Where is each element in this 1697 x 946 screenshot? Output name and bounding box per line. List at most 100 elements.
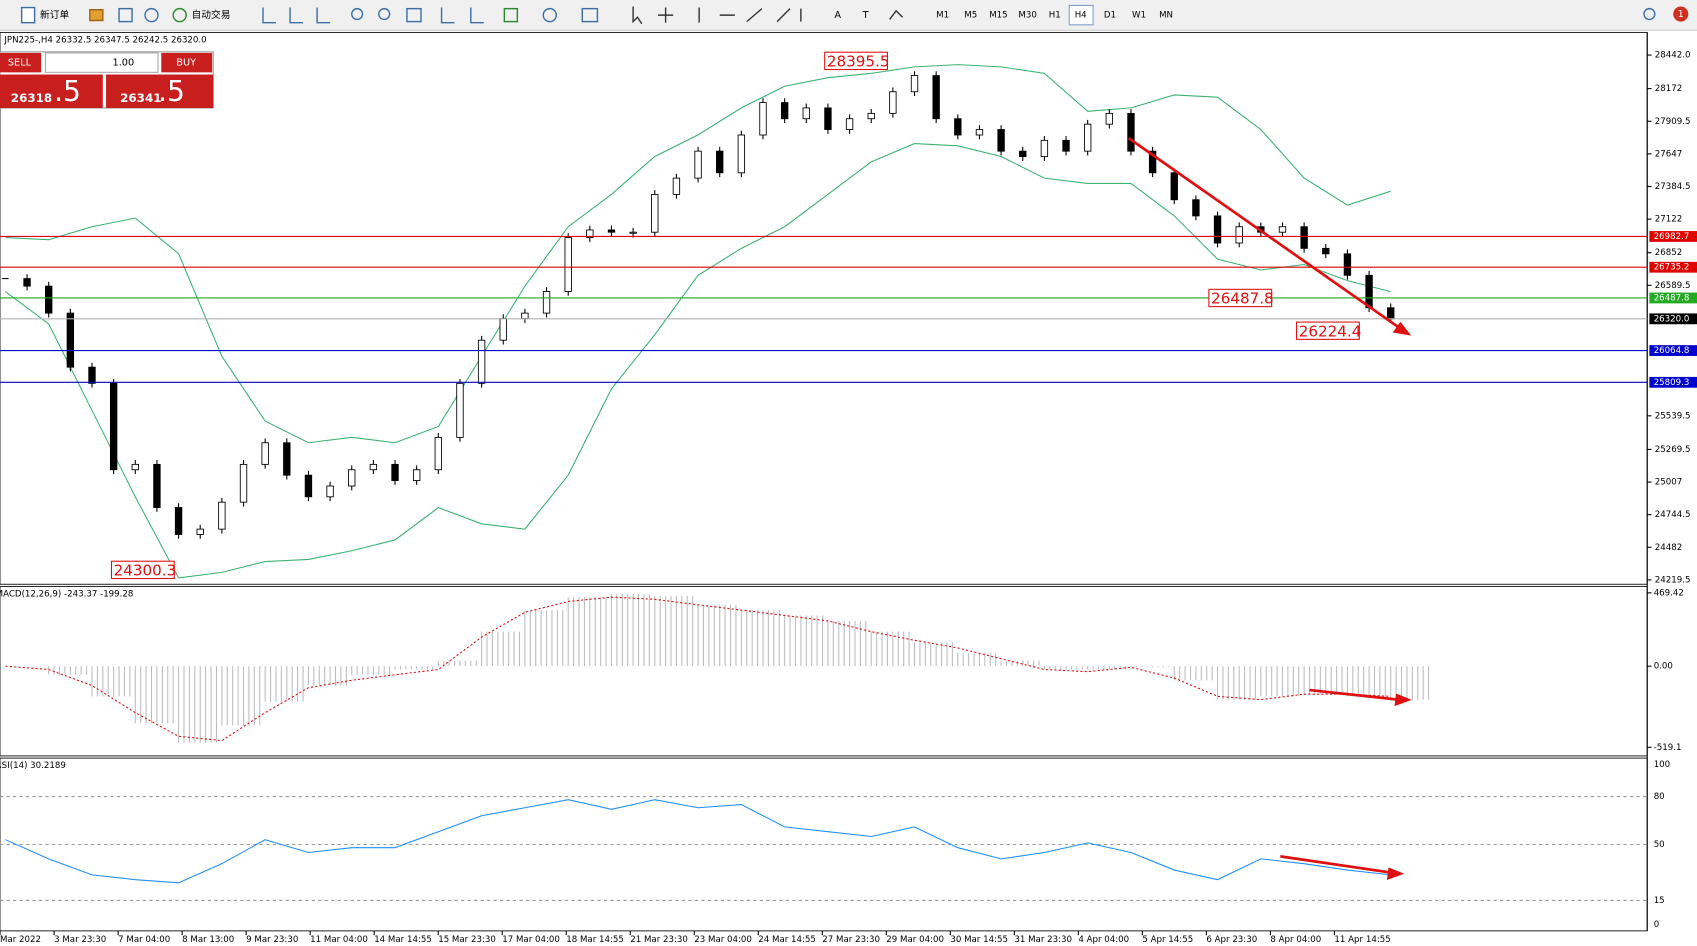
timeframe[interactable]: H4 [1075, 11, 1087, 21]
buy-label[interactable]: BUY [176, 58, 196, 69]
timeframes: M1 M5 M15 M30 H1 H4 D1 W1 MN [936, 11, 1173, 21]
x-tick-label: 4 Apr 04:00 [1078, 935, 1129, 945]
candle [1213, 215, 1222, 244]
buy-price[interactable]: 26341 [120, 91, 161, 105]
price-annotation: 26487.8 [1211, 290, 1274, 308]
bollinger-upper [5, 64, 1391, 444]
x-tick-label: 8 Mar 13:00 [182, 935, 234, 945]
timeframe[interactable]: M5 [964, 11, 977, 21]
icon[interactable] [351, 7, 364, 21]
candle [23, 278, 31, 287]
lot-value[interactable]: 1.00 [113, 58, 135, 69]
candle [954, 118, 962, 136]
price-level-label: 26487.8 [1654, 293, 1690, 303]
buy-button[interactable] [161, 52, 213, 73]
y-tick-label: -519.1 [1654, 743, 1682, 753]
label-tool[interactable]: T [862, 10, 869, 21]
timeframe[interactable]: MN [1159, 11, 1173, 21]
icon[interactable] [581, 7, 599, 23]
buy-price-fraction[interactable]: .5 [158, 75, 185, 108]
icon[interactable] [172, 7, 187, 23]
price-level-label: 26064.8 [1654, 346, 1690, 356]
sell-price[interactable]: 26318 [11, 91, 52, 105]
candle [1019, 150, 1027, 158]
candle [1105, 112, 1114, 125]
icon[interactable] [440, 7, 484, 24]
trend-arrow [1309, 688, 1400, 702]
icon[interactable] [632, 6, 802, 25]
timeframe[interactable]: M15 [989, 11, 1007, 21]
text-tool[interactable]: A [834, 10, 841, 21]
icon[interactable] [89, 9, 104, 22]
buy-price-box[interactable] [106, 74, 214, 108]
candle [477, 339, 486, 384]
icon[interactable] [118, 7, 133, 23]
new-order[interactable]: 新订单 [40, 8, 69, 21]
candle [1192, 199, 1200, 217]
candle [304, 474, 313, 498]
candle [1300, 226, 1308, 249]
y-tick-label: 26852 [1655, 248, 1682, 258]
sell-button[interactable] [0, 52, 42, 73]
indicator-title: RSI(14) 30.2189 [0, 761, 66, 771]
candle [845, 118, 854, 130]
candle [412, 469, 421, 481]
icon[interactable] [406, 7, 422, 23]
x-tick-label: 18 Mar 14:55 [566, 935, 624, 945]
candle [499, 318, 507, 341]
x-tick-label: 6 Apr 23:30 [1206, 935, 1257, 945]
icon[interactable] [889, 9, 904, 20]
lot-input[interactable] [44, 52, 159, 73]
x-tick-label: 11 Apr 14:55 [1334, 935, 1390, 945]
timeframe[interactable]: M1 [936, 11, 949, 21]
candle [802, 107, 810, 120]
candle [737, 134, 746, 174]
y-tick-label: 469.42 [1654, 588, 1684, 598]
icon[interactable] [503, 7, 519, 23]
sell-label[interactable]: SELL [8, 58, 32, 69]
icon[interactable] [20, 6, 36, 24]
icon[interactable] [542, 7, 557, 23]
y-tick-label: 0.00 [1654, 662, 1673, 672]
x-tick-label: 17 Mar 04:00 [502, 935, 560, 945]
icon[interactable] [1643, 7, 1656, 21]
timeframe[interactable]: W1 [1132, 11, 1146, 21]
x-tick-label: 23 Mar 04:00 [694, 935, 752, 945]
sell-price-box[interactable] [0, 74, 103, 108]
candle [867, 112, 875, 120]
price-annotation: 24300.3 [114, 561, 177, 579]
price-level-tag [1649, 376, 1697, 388]
candle [564, 237, 572, 292]
timeframe[interactable]: M30 [1018, 11, 1036, 21]
price-level-tag [1649, 292, 1697, 304]
indicator-title: MACD(12,26,9) -243.37 -199.28 [0, 589, 133, 599]
x-tick-label: 15 Mar 23:30 [438, 935, 496, 945]
candle [1322, 247, 1330, 255]
icon[interactable] [378, 7, 391, 21]
x-tick-label: 29 Mar 04:00 [886, 935, 944, 945]
candle [975, 129, 984, 136]
candle [716, 150, 724, 174]
x-tick-label: 30 Mar 14:55 [950, 935, 1008, 945]
icon[interactable] [144, 7, 159, 23]
x-tick-label: 7 Mar 04:00 [118, 935, 170, 945]
arrowhead [1394, 693, 1412, 707]
symbol-info: JPN225-,H4 26332.5 26347.5 26242.5 26320… [3, 35, 206, 45]
arrowhead [1386, 867, 1405, 880]
candle [88, 366, 96, 384]
timeframe[interactable]: H1 [1049, 11, 1061, 21]
timeframe[interactable]: D1 [1104, 11, 1116, 21]
y-tick-label: 27909.5 [1655, 117, 1691, 127]
notification-badge[interactable] [1673, 6, 1689, 22]
sell-price-fraction[interactable]: .5 [54, 75, 81, 108]
candle [456, 382, 464, 438]
candle [218, 501, 226, 530]
icon[interactable] [262, 7, 331, 24]
candle [174, 507, 183, 535]
auto-trade[interactable]: 自动交易 [192, 8, 231, 21]
y-tick-label: 28172 [1655, 84, 1682, 94]
price-level-tag [1649, 261, 1697, 273]
x-tick-label: 14 Mar 14:55 [374, 935, 432, 945]
price-level-tag [1649, 231, 1697, 242]
